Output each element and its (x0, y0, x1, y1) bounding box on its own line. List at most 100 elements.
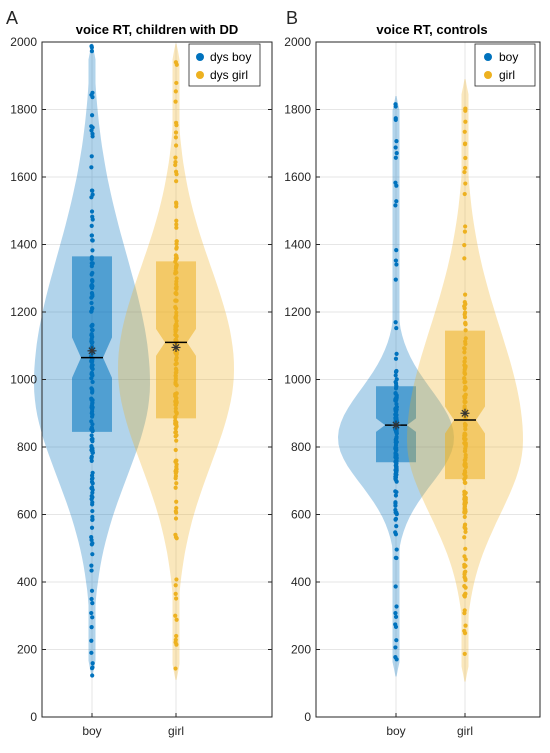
data-point (463, 442, 468, 447)
data-point (89, 496, 94, 502)
data-point (462, 306, 467, 311)
legend-marker-boy (484, 53, 492, 61)
data-point (393, 446, 398, 451)
data-point (463, 500, 468, 505)
data-point (394, 383, 399, 388)
violin-dys-boy (34, 43, 150, 678)
data-point (462, 169, 467, 175)
y-tick-label: 1000 (10, 373, 37, 387)
data-point (90, 366, 95, 372)
data-point (174, 310, 179, 315)
legend-marker-dys-boy (196, 53, 204, 61)
data-point (463, 392, 468, 398)
data-point (89, 209, 95, 214)
data-point (89, 437, 94, 442)
data-point (394, 262, 399, 267)
data-point (173, 420, 178, 425)
data-point (174, 123, 179, 128)
data-point (393, 584, 398, 589)
legend-marker-girl (484, 71, 492, 79)
violin-girl (407, 79, 523, 682)
y-tick-label: 400 (17, 575, 37, 589)
mean-marker (171, 342, 181, 352)
data-point (174, 204, 179, 209)
data-point (394, 555, 399, 561)
data-point (174, 222, 179, 227)
data-point (89, 414, 95, 419)
data-point (89, 49, 95, 54)
data-point (463, 623, 468, 628)
data-point (463, 341, 468, 347)
data-point (89, 309, 94, 314)
data-point (89, 638, 94, 643)
data-point (393, 467, 399, 473)
data-point (393, 145, 398, 150)
data-point (393, 155, 398, 160)
data-point (89, 113, 95, 118)
data-point (462, 346, 467, 351)
legend-label-dys-boy: dys boy (210, 50, 251, 64)
panel-a-violins (34, 43, 234, 680)
data-point (89, 427, 94, 432)
data-point (462, 404, 467, 409)
data-point (463, 399, 468, 405)
panel-letter-a: A (6, 8, 18, 28)
data-point (462, 315, 468, 320)
data-point (89, 563, 94, 568)
y-tick-label: 1200 (10, 305, 37, 319)
mean-marker (460, 408, 470, 418)
data-point (174, 334, 179, 339)
data-point (89, 363, 95, 368)
data-point (462, 359, 467, 364)
data-point (89, 283, 94, 289)
data-point (90, 292, 95, 297)
data-point (462, 477, 467, 482)
data-point (173, 305, 178, 310)
data-point (174, 433, 179, 438)
data-point (90, 248, 95, 253)
data-point (463, 155, 468, 161)
data-point (174, 263, 179, 269)
data-point (394, 512, 399, 517)
data-point (463, 292, 468, 297)
data-point (173, 155, 178, 160)
panel-b-title: voice RT, controls (376, 22, 487, 37)
y-tick-label: 600 (17, 508, 37, 522)
y-tick-label: 1000 (284, 373, 311, 387)
data-point (462, 480, 467, 485)
panel-b-axes-frame (315, 41, 541, 718)
data-point (90, 390, 95, 395)
data-point (173, 476, 178, 481)
data-point (89, 341, 95, 346)
data-point (89, 188, 95, 193)
data-point (463, 336, 468, 341)
data-point (394, 368, 399, 374)
data-point (90, 673, 95, 678)
data-point (463, 224, 468, 229)
data-point (174, 361, 179, 366)
y-tick-label: 600 (291, 508, 311, 522)
data-point (89, 376, 94, 381)
data-point (393, 500, 398, 505)
data-point (463, 328, 468, 333)
data-point (89, 300, 94, 306)
data-point (394, 139, 399, 144)
data-point (393, 440, 398, 445)
data-point (174, 62, 179, 67)
data-point (394, 460, 399, 465)
data-point (462, 554, 467, 559)
data-point (89, 327, 95, 333)
data-point (462, 509, 467, 514)
data-point (462, 256, 467, 261)
data-point (173, 160, 178, 165)
data-point (173, 666, 178, 671)
data-point (173, 325, 178, 330)
data-point (89, 588, 95, 593)
mean-marker (391, 420, 401, 430)
data-point (90, 615, 95, 620)
data-point (462, 421, 468, 427)
data-point (462, 129, 467, 134)
data-point (462, 243, 467, 248)
data-point (462, 371, 467, 376)
data-point (90, 661, 95, 666)
